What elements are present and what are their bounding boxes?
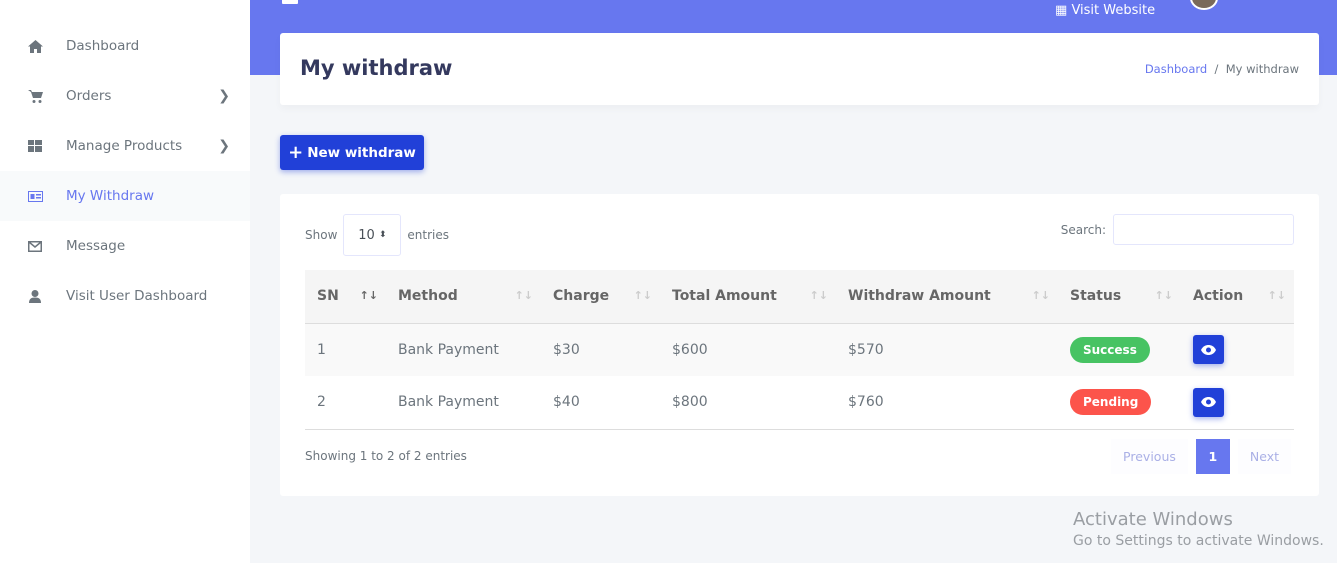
envelope-icon [27, 240, 43, 252]
search-control: Search: [1061, 214, 1294, 245]
page-header: My withdraw Dashboard / My withdraw [280, 33, 1319, 105]
visit-website-link[interactable]: ▦ Visit Website [1055, 3, 1155, 19]
sort-icon: ↑↓ [514, 289, 533, 302]
sort-icon: ↑↓ [359, 289, 378, 302]
cell-sn: 1 [305, 323, 386, 376]
cell-total: $600 [660, 323, 836, 376]
withdraw-table: SN ↑↓ Method ↑↓ Charge ↑↓ Total Amount ↑↓ Wi… [305, 270, 1294, 430]
sidebar-item-orders[interactable]: Orders ❯ [0, 71, 250, 121]
column-label: Charge [553, 288, 610, 305]
status-badge: Success [1070, 336, 1150, 363]
view-button[interactable] [1193, 387, 1224, 417]
home-icon [27, 39, 43, 53]
cell-action [1181, 323, 1294, 376]
breadcrumb-dashboard-link[interactable]: Dashboard [1144, 62, 1208, 76]
column-header-withdraw-amount[interactable]: Withdraw Amount ↑↓ [836, 270, 1058, 324]
column-label: Action [1193, 288, 1244, 305]
cell-charge: $40 [541, 376, 660, 430]
entries-select[interactable]: 10 ⬍ [343, 214, 402, 256]
breadcrumb: Dashboard / My withdraw [1145, 62, 1299, 76]
grid-icon [27, 140, 43, 152]
column-label: SN [317, 288, 339, 305]
sidebar-item-visit-user-dashboard[interactable]: Visit User Dashboard [0, 271, 250, 321]
avatar[interactable] [1190, 0, 1218, 10]
cell-method: Bank Payment [386, 376, 541, 430]
sidebar-item-dashboard[interactable]: Dashboard [0, 21, 250, 71]
cell-status: Success [1058, 323, 1181, 376]
show-label: Show [305, 228, 338, 242]
sidebar-item-manage-products[interactable]: Manage Products ❯ [0, 121, 250, 171]
sidebar-item-label: Orders [66, 88, 112, 104]
table-row: 1 Bank Payment $30 $600 $570 Success [305, 323, 1294, 376]
sort-icon: ↑↓ [633, 289, 652, 302]
id-card-icon [27, 190, 43, 202]
user-icon [27, 289, 43, 303]
entries-label: entries [407, 228, 449, 242]
chevron-right-icon: ❯ [218, 138, 230, 154]
column-header-method[interactable]: Method ↑↓ [386, 270, 541, 324]
sidebar-item-message[interactable]: Message [0, 221, 250, 271]
next-page-button[interactable]: Next [1237, 439, 1291, 474]
cell-total: $800 [660, 376, 836, 430]
eye-icon [1201, 397, 1216, 408]
sidebar-item-my-withdraw[interactable]: My Withdraw [0, 171, 250, 221]
visit-website-label: Visit Website [1071, 3, 1156, 18]
sidebar-item-label: Visit User Dashboard [66, 288, 208, 304]
entries-value: 10 [358, 227, 375, 243]
grid-icon: ▦ [1055, 3, 1068, 18]
plus-icon: + [288, 142, 304, 163]
view-button[interactable] [1193, 335, 1224, 365]
breadcrumb-separator: / [1214, 62, 1219, 76]
watermark-title: Activate Windows [1073, 509, 1233, 530]
cell-withdraw: $760 [836, 376, 1058, 430]
new-withdraw-button[interactable]: + New withdraw [280, 135, 424, 170]
sort-icon: ↑↓ [809, 289, 828, 302]
cart-icon [27, 89, 43, 103]
sort-caret-icon: ⬍ [378, 230, 387, 240]
sort-icon: ↑↓ [1154, 289, 1173, 302]
sidebar-item-label: Manage Products [66, 138, 183, 154]
sidebar-item-label: Dashboard [66, 38, 140, 54]
cell-method: Bank Payment [386, 323, 541, 376]
page-title: My withdraw [300, 56, 453, 80]
search-label: Search: [1060, 222, 1106, 237]
column-label: Status [1070, 288, 1122, 305]
sidebar-item-label: My Withdraw [66, 188, 155, 204]
activate-windows-watermark: Activate Windows Go to Settings to activ… [1073, 509, 1324, 549]
chevron-right-icon: ❯ [218, 88, 230, 104]
column-label: Total Amount [672, 288, 777, 305]
search-input[interactable] [1113, 214, 1294, 245]
pagination: Previous 1 Next [1103, 439, 1291, 474]
page-1-button[interactable]: 1 [1195, 439, 1230, 474]
column-header-action[interactable]: Action ↑↓ [1181, 270, 1294, 324]
sidebar-item-label: Message [66, 238, 126, 254]
sidebar: Dashboard Orders ❯ Manage Products ❯ My … [0, 0, 250, 563]
column-header-charge[interactable]: Charge ↑↓ [541, 270, 660, 324]
status-badge: Pending [1070, 389, 1152, 416]
new-withdraw-label: New withdraw [307, 144, 416, 161]
sort-icon: ↑↓ [1267, 289, 1286, 302]
hamburger-menu-icon[interactable] [282, 0, 298, 4]
cell-withdraw: $570 [836, 323, 1058, 376]
table-row: 2 Bank Payment $40 $800 $760 Pending [305, 376, 1294, 430]
column-label: Withdraw Amount [848, 288, 991, 305]
watermark-subtitle: Go to Settings to activate Windows. [1073, 533, 1324, 549]
column-header-sn[interactable]: SN ↑↓ [305, 270, 386, 324]
table-info: Showing 1 to 2 of 2 entries [305, 449, 467, 463]
sort-icon: ↑↓ [1031, 289, 1050, 302]
column-label: Method [398, 288, 458, 305]
entries-control: Show 10 ⬍ entries [305, 214, 449, 256]
withdraw-table-card: Show 10 ⬍ entries Search: SN ↑↓ Method ↑↓ … [280, 194, 1319, 496]
column-header-total-amount[interactable]: Total Amount ↑↓ [660, 270, 836, 324]
cell-charge: $30 [541, 323, 660, 376]
previous-page-button[interactable]: Previous [1111, 439, 1188, 474]
cell-sn: 2 [305, 376, 386, 430]
cell-status: Pending [1058, 376, 1181, 430]
eye-icon [1201, 344, 1216, 355]
column-header-status[interactable]: Status ↑↓ [1058, 270, 1181, 324]
breadcrumb-current: My withdraw [1225, 62, 1299, 76]
cell-action [1181, 376, 1294, 430]
